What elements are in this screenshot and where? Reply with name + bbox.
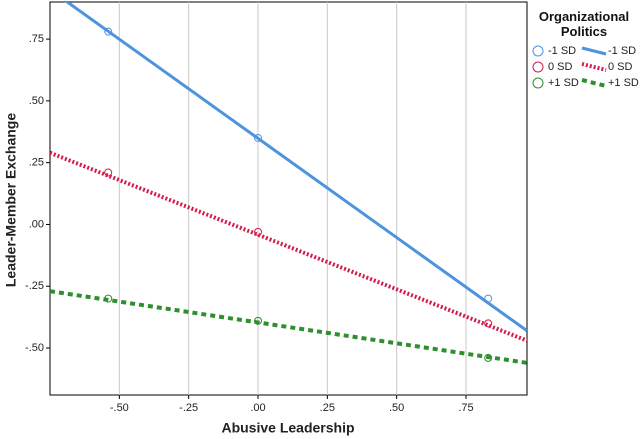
data-point [104,168,113,177]
x-tick-label: .75 [458,402,473,414]
plot-area [49,1,528,396]
legend-label: +1 SD [548,77,579,89]
legend-marker [532,61,544,73]
data-point [104,294,113,303]
legend-label: 0 SD [608,61,633,73]
x-axis-title: Abusive Leadership [221,420,354,436]
legend-title: Organizational Politics [538,9,630,39]
data-point [104,27,113,36]
x-tick-label: -.25 [179,402,198,414]
legend-line [581,46,607,56]
legend-label: -1 SD [548,45,576,57]
y-tick-label: .00 [29,218,44,230]
legend-line [581,62,607,72]
data-point [253,227,262,236]
legend-marker [532,77,544,89]
y-tick-label: .75 [29,33,44,45]
data-point [484,319,493,328]
legend-label: 0 SD [548,61,573,73]
x-tick-label: -.50 [110,402,129,414]
legend-label: -1 SD [608,45,636,57]
legend-marker [532,45,544,57]
legend-line [581,78,607,88]
legend-label: +1 SD [608,77,639,89]
x-tick-label: .00 [250,402,265,414]
x-tick-label: .25 [320,402,335,414]
y-tick-label: .25 [29,157,44,169]
data-point [253,316,262,325]
data-point [253,133,262,142]
x-tick-label: .50 [389,402,404,414]
data-point [484,353,493,362]
y-axis-title: Leader-Member Exchange [3,113,19,287]
y-tick-label: .50 [29,95,44,107]
y-tick-label: -.50 [25,342,44,354]
plot-marks [50,2,527,365]
fit-line [50,150,527,343]
data-point [484,294,493,303]
y-tick-label: -.25 [25,280,44,292]
fit-line [64,2,527,332]
